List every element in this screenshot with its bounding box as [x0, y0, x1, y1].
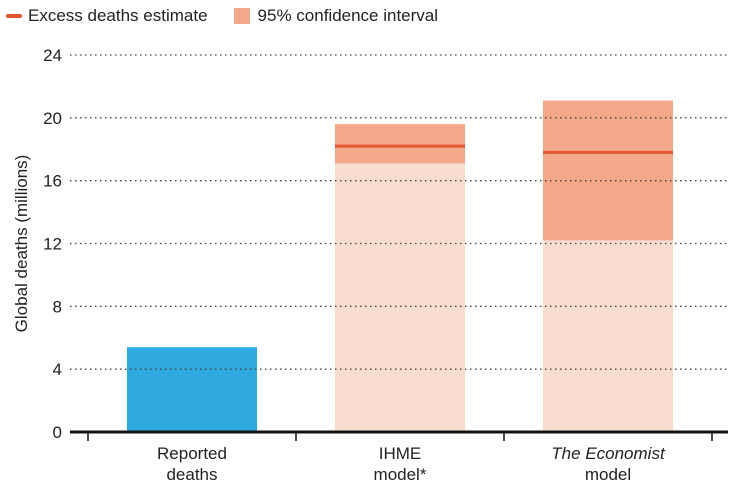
legend-item-ci: 95% confidence interval: [233, 6, 439, 26]
category-label-1-0: IHME: [379, 444, 422, 463]
bar-base-2: [543, 240, 673, 432]
category-label-2-1: model: [585, 465, 631, 481]
category-label-0-0: Reported: [157, 444, 227, 463]
legend-swatch-estimate: [6, 14, 22, 18]
category-label-2-0: The Economist: [551, 444, 666, 463]
y-axis-title: Global deaths (millions): [12, 155, 31, 333]
legend-swatch-ci: [233, 8, 250, 24]
legend: Excess deaths estimate 95% confidence in…: [6, 6, 464, 26]
y-tick-label-4: 4: [53, 360, 62, 379]
legend-label-estimate: Excess deaths estimate: [28, 6, 208, 25]
legend-label-ci: 95% confidence interval: [257, 6, 439, 25]
y-tick-label-0: 0: [53, 423, 62, 442]
bar-confidence-interval-1: [335, 124, 465, 164]
bar-confidence-interval-2: [543, 100, 673, 241]
bar-reported-deaths: [127, 347, 257, 432]
y-tick-label-24: 24: [43, 46, 62, 65]
bar-base-1: [335, 163, 465, 432]
y-tick-label-16: 16: [43, 172, 62, 191]
y-tick-label-12: 12: [43, 235, 62, 254]
category-label-0-1: deaths: [166, 465, 217, 481]
legend-item-estimate: Excess deaths estimate: [6, 6, 208, 26]
category-label-1-1: model*: [374, 465, 427, 481]
y-tick-label-8: 8: [53, 297, 62, 316]
y-tick-label-20: 20: [43, 109, 62, 128]
